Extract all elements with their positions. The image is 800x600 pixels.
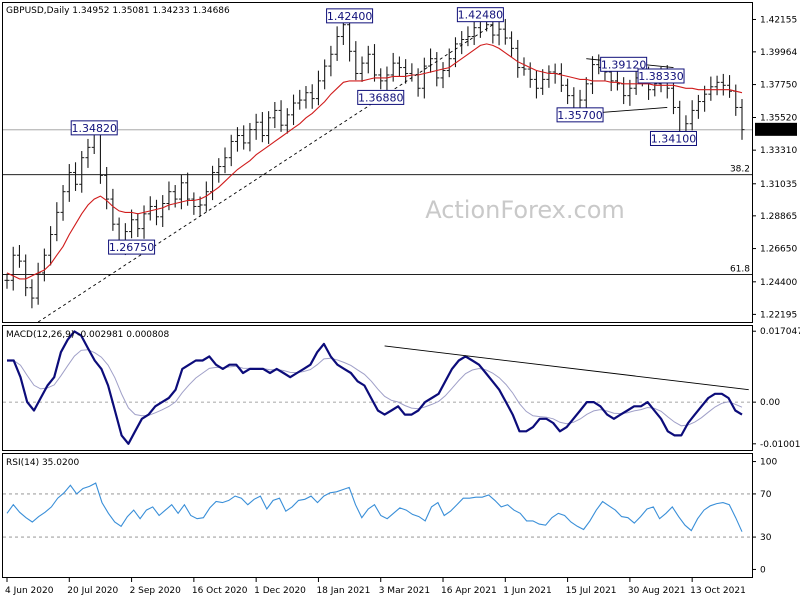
- price-y-tick-label: 1.42155: [760, 15, 797, 25]
- price-panel-frame: [2, 2, 753, 323]
- rsi-title: RSI(14) 35.0200: [6, 458, 79, 468]
- x-tick-label: 15 Jul 2021: [566, 586, 617, 596]
- annotation-1.34820: 1.34820: [70, 120, 118, 136]
- price-y-tick-label: 1.37750: [760, 81, 797, 91]
- macd-y-tick-label: 0.00: [760, 398, 780, 408]
- price-y-tick-label: 1.35520: [760, 114, 797, 124]
- rsi-line: [6, 482, 743, 532]
- macd-y-tick-label: -0.010013: [760, 440, 800, 450]
- annotation-box: [637, 68, 685, 84]
- annotation-box: [108, 239, 156, 255]
- x-tick-label: 16 Apr 2021: [441, 586, 497, 596]
- rsi-y-tick-label: 0: [760, 565, 766, 575]
- watermark: ActionForex.com: [425, 196, 625, 224]
- price-title: GBPUSD,Daily 1.34952 1.35081 1.34233 1.3…: [6, 6, 230, 16]
- x-tick-label: 1 Dec 2020: [254, 586, 306, 596]
- macd-title: MACD(12,26,9) -0.002981 0.000808: [6, 330, 169, 340]
- macd-trendline: [384, 345, 749, 391]
- rsi-y-tick-label: 70: [760, 490, 772, 500]
- macd-line: [7, 330, 743, 445]
- annotation-1.36880: 1.36880: [357, 89, 405, 105]
- price-y-tick-label: 1.39964: [760, 48, 797, 58]
- fib-label-38.2: 38.2: [730, 165, 750, 175]
- annotation-1.26750: 1.26750: [108, 239, 156, 255]
- annotation-1.35700: 1.35700: [556, 107, 604, 123]
- annotation-text: 1.39120: [601, 58, 647, 71]
- annotation-1.39120: 1.39120: [600, 56, 648, 72]
- rsi-y-tick-label: 100: [760, 458, 777, 468]
- macd-signal-line: [7, 349, 743, 427]
- current-price-label: 1.34686: [757, 126, 794, 136]
- x-tick-label: 30 Aug 2021: [628, 586, 686, 596]
- x-tick-label: 3 Mar 2021: [379, 586, 430, 596]
- annotation-box: [357, 89, 405, 105]
- fib-label-61.8: 61.8: [730, 264, 750, 274]
- current-price-bg: [755, 122, 797, 136]
- current-price-badge: 1.34686: [755, 122, 797, 136]
- annotation-text: 1.35700: [557, 109, 603, 122]
- price-y-tick-label: 1.22195: [760, 310, 797, 320]
- annotation-1.42400: 1.42400: [326, 8, 374, 24]
- annotation-box: [456, 7, 504, 23]
- annotation-1.38330: 1.38330: [637, 68, 685, 84]
- annotation-1.34100: 1.34100: [649, 130, 697, 146]
- annotation-1.42480: 1.42480: [456, 7, 504, 23]
- price-y-tick-label: 1.26650: [760, 245, 797, 255]
- annotation-text: 1.26750: [109, 241, 155, 254]
- price-y-tick-label: 1.33310: [760, 146, 797, 156]
- price-y-tick-label: 1.31035: [760, 180, 797, 190]
- trendline-1: [37, 24, 494, 323]
- rsi-panel-frame: [2, 453, 753, 578]
- annotation-text: 1.36880: [358, 91, 404, 104]
- annotation-box: [649, 130, 697, 146]
- moving-average-line: [6, 43, 743, 280]
- annotation-text: 1.34820: [71, 122, 117, 135]
- price-y-tick-label: 1.24400: [760, 278, 797, 288]
- macd-y-tick-label: 0.017047: [760, 327, 800, 337]
- annotation-text: 1.34100: [651, 132, 697, 145]
- x-tick-label: 2 Sep 2020: [130, 586, 182, 596]
- x-tick-label: 20 Jul 2020: [67, 586, 118, 596]
- x-tick-label: 4 Jun 2020: [5, 586, 54, 596]
- annotation-text: 1.42480: [458, 9, 504, 22]
- annotation-box: [326, 8, 374, 24]
- x-tick-label: 13 Oct 2021: [690, 586, 746, 596]
- annotation-box: [556, 107, 604, 123]
- annotation-text: 1.42400: [327, 10, 373, 23]
- annotation-text: 1.38330: [638, 70, 684, 83]
- annotation-box: [600, 56, 648, 72]
- x-tick-label: 1 Jun 2021: [503, 586, 551, 596]
- rsi-y-tick-label: 30: [760, 533, 772, 543]
- x-tick-label: 18 Jan 2021: [316, 586, 370, 596]
- annotation-box: [70, 120, 118, 136]
- price-y-tick-label: 1.28865: [760, 212, 797, 222]
- x-tick-label: 16 Oct 2020: [192, 586, 248, 596]
